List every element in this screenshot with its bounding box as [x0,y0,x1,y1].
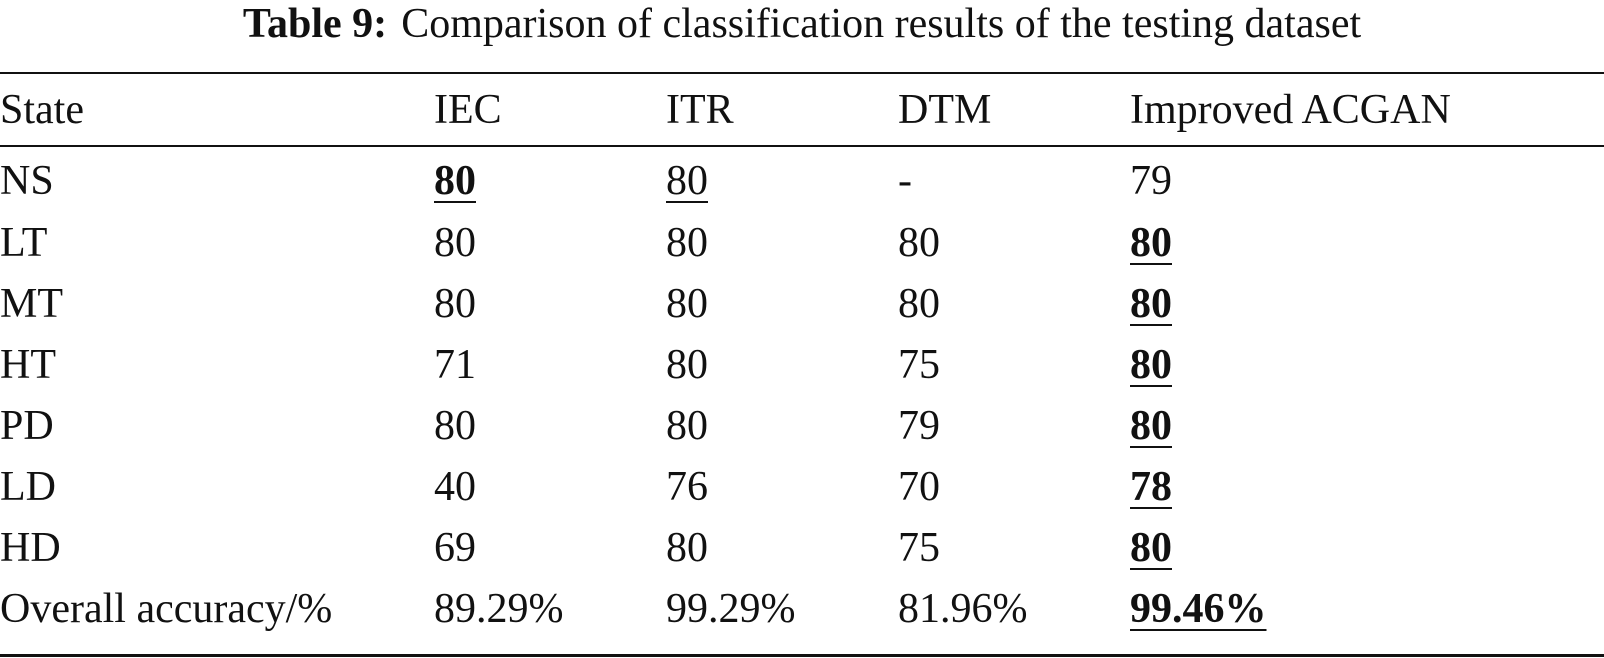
acgan-value-best: 80 [1130,341,1172,388]
caption-label: Table 9: [242,1,388,47]
table-row: PD 80 80 79 80 [0,395,1604,456]
acgan-cell: 80 [1130,212,1604,273]
iec-cell: 40 [434,463,476,510]
itr-cell: 80 [666,402,708,449]
acgan-value-best: 80 [1130,524,1172,571]
dtm-cell: 70 [898,463,940,510]
header-improved-acgan: Improved ACGAN [1130,87,1451,133]
itr-cell: 80 [666,280,708,327]
acgan-value-best: 80 [1130,280,1172,327]
table-top-rule [0,72,1604,74]
dtm-cell: 80 [898,280,940,327]
caption-text: Comparison of classification results of … [401,1,1362,47]
acgan-value-best: 80 [1130,402,1172,449]
acgan-cell: 79 [1130,158,1172,204]
state-cell: LD [0,463,56,510]
acgan-value-best: 80 [1130,219,1172,266]
iec-cell: 80 [434,219,476,266]
acgan-value-best: 99.46% [1130,585,1267,632]
itr-cell: 80 [666,341,708,388]
dtm-cell: 81.96% [898,585,1028,632]
table-row: HT 71 80 75 80 [0,334,1604,395]
state-cell: HT [0,341,56,388]
table-header-row: State IEC ITR DTM Improved ACGAN [0,76,1604,144]
dtm-cell: 75 [898,341,940,388]
itr-cell: 76 [666,463,708,510]
itr-cell: 80 [666,219,708,266]
header-dtm: DTM [898,87,992,133]
dtm-cell: - [898,158,912,204]
iec-cell: 69 [434,524,476,571]
acgan-cell: 99.46% [1130,578,1604,639]
header-state: State [0,87,84,133]
table-header-rule [0,145,1604,147]
iec-cell: 89.29% [434,585,564,632]
dtm-cell: 75 [898,524,940,571]
iec-value-best: 80 [434,158,476,204]
acgan-cell: 80 [1130,273,1604,334]
iec-cell: 71 [434,341,476,388]
header-iec: IEC [434,87,502,133]
acgan-value-best: 78 [1130,463,1172,510]
state-cell: MT [0,280,63,327]
dtm-cell: 79 [898,402,940,449]
table-row: LD 40 76 70 78 [0,456,1604,517]
iec-cell: 80 [434,402,476,449]
state-cell: PD [0,402,54,449]
acgan-cell: 80 [1130,517,1604,578]
results-table: State IEC ITR DTM Improved ACGAN NS 80 8… [0,76,1604,639]
iec-cell: 80 [434,280,476,327]
dtm-cell: 80 [898,219,940,266]
state-cell: HD [0,524,61,571]
table-bottom-rule [0,654,1604,657]
header-itr: ITR [666,87,734,133]
itr-value-second: 80 [666,158,708,204]
itr-cell: 80 [666,144,898,212]
table-row: HD 69 80 75 80 [0,517,1604,578]
acgan-cell: 78 [1130,456,1604,517]
state-cell: NS [0,158,54,204]
state-cell: Overall accuracy/% [0,585,333,632]
table-caption: Table 9: Comparison of classification res… [0,0,1604,56]
itr-cell: 99.29% [666,585,796,632]
state-cell: LT [0,219,48,266]
acgan-cell: 80 [1130,334,1604,395]
table-row: NS 80 80 - 79 [0,144,1604,212]
iec-cell: 80 [434,144,666,212]
acgan-cell: 80 [1130,395,1604,456]
itr-cell: 80 [666,524,708,571]
table-row: MT 80 80 80 80 [0,273,1604,334]
table-row-overall-accuracy: Overall accuracy/% 89.29% 99.29% 81.96% … [0,578,1604,639]
table-row: LT 80 80 80 80 [0,212,1604,273]
